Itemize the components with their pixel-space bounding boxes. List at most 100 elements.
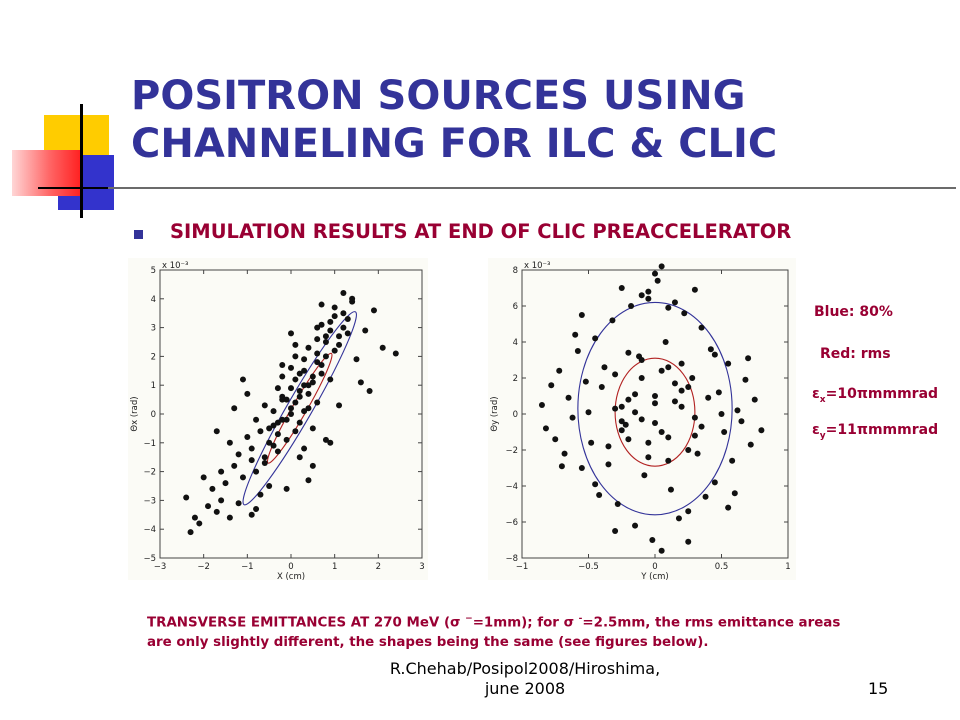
- caption-text-c: =2.5mm, the rms emittance areas: [582, 615, 841, 631]
- data-point: [665, 304, 672, 311]
- subscript-y: y: [819, 430, 826, 441]
- data-point: [667, 486, 674, 493]
- data-point: [698, 423, 705, 430]
- data-point: [625, 396, 632, 403]
- data-point: [266, 483, 273, 489]
- x-tick-label: −1: [516, 562, 529, 572]
- data-point: [662, 339, 669, 345]
- data-point: [718, 411, 725, 417]
- data-point: [548, 382, 555, 389]
- data-point: [283, 485, 290, 492]
- phase-space-plot-x-svg: −3 −2 −1 0 1 2 3 −5 −4 −3 −2 −1 0 1 2 3 4 5 x 10⁻³ X (cm) Θx…: [130, 261, 425, 580]
- data-point: [678, 360, 685, 367]
- data-point: [344, 315, 351, 322]
- data-point: [574, 348, 581, 354]
- data-point: [235, 500, 242, 507]
- phase-space-plot-y-svg: −1 −0.5 0 0.5 1 −8 −6 −4 −2 0 2 4 6 8 x 10⁻³ Y (cm) Θy (…: [490, 261, 791, 580]
- data-point: [691, 432, 698, 439]
- data-point: [675, 515, 682, 522]
- data-point: [685, 508, 692, 515]
- data-point: [558, 463, 565, 470]
- data-point: [301, 445, 308, 452]
- data-point: [283, 396, 290, 403]
- data-point: [652, 393, 658, 399]
- data-point: [292, 353, 299, 360]
- data-point: [322, 339, 329, 345]
- data-point: [645, 288, 652, 295]
- title-divider: [108, 187, 956, 189]
- data-point: [738, 418, 745, 425]
- data-point: [309, 373, 316, 380]
- data-point: [538, 402, 545, 408]
- data-point: [196, 520, 203, 527]
- data-point: [266, 425, 273, 432]
- data-point: [318, 301, 325, 308]
- data-point: [209, 485, 216, 492]
- data-point: [614, 501, 621, 507]
- data-point: [266, 439, 273, 446]
- data-point: [270, 422, 277, 429]
- phase-space-plot-y: −1 −0.5 0 0.5 1 −8 −6 −4 −2 0 2 4 6 8 x 10⁻³ Y (cm) Θy (…: [488, 258, 796, 580]
- data-point: [331, 313, 338, 320]
- data-point: [751, 396, 758, 403]
- data-point: [222, 480, 229, 487]
- data-point: [314, 350, 321, 357]
- data-point: [244, 390, 251, 397]
- data-point: [592, 335, 599, 342]
- data-point: [362, 327, 369, 334]
- data-point: [274, 448, 281, 455]
- y-tick-label: 3: [151, 324, 156, 334]
- data-point: [601, 364, 608, 371]
- data-point: [248, 445, 255, 452]
- data-point: [612, 528, 619, 534]
- data-point: [638, 292, 645, 299]
- x-tick-label: −3: [154, 562, 167, 572]
- data-point: [711, 351, 718, 358]
- epsilon-symbol: ε: [812, 386, 820, 402]
- data-point: [244, 434, 251, 441]
- data-point: [305, 382, 312, 389]
- data-point: [638, 375, 645, 381]
- data-point: [605, 461, 612, 468]
- data-point: [645, 295, 652, 302]
- data-point: [665, 457, 672, 464]
- data-point: [248, 457, 255, 464]
- data-point: [729, 457, 736, 464]
- data-point: [200, 474, 207, 481]
- emittance-y-value: =11πmmmrad: [825, 422, 939, 438]
- data-point: [296, 387, 303, 394]
- data-point: [678, 403, 685, 410]
- data-point: [609, 317, 616, 324]
- decor-red-gradient-square: [12, 150, 80, 196]
- caption-sup-1: −: [465, 614, 473, 624]
- data-point: [279, 362, 286, 369]
- data-point: [711, 479, 718, 486]
- data-point: [652, 400, 658, 407]
- data-point: [261, 454, 268, 461]
- data-point: [248, 511, 255, 518]
- data-point: [605, 443, 612, 450]
- data-point: [336, 341, 343, 348]
- data-point: [322, 333, 329, 340]
- data-point: [279, 416, 286, 423]
- data-point: [596, 492, 603, 498]
- data-point: [681, 310, 688, 317]
- data-point: [218, 497, 225, 504]
- data-point: [283, 436, 290, 443]
- data-point: [231, 462, 238, 469]
- data-point: [314, 336, 321, 343]
- data-point: [288, 385, 294, 392]
- data-point: [632, 391, 639, 398]
- data-point: [314, 324, 321, 331]
- data-point: [685, 447, 692, 453]
- data-point: [561, 450, 568, 457]
- data-point: [344, 330, 351, 337]
- legend-blue-80: Blue: 80%: [814, 304, 893, 320]
- data-point: [665, 434, 672, 441]
- data-point: [625, 436, 632, 443]
- data-point: [357, 379, 364, 386]
- x-tick-label: 2: [376, 562, 381, 572]
- data-point: [296, 419, 303, 426]
- data-point: [253, 506, 260, 513]
- y-tick-label: −2: [505, 446, 518, 456]
